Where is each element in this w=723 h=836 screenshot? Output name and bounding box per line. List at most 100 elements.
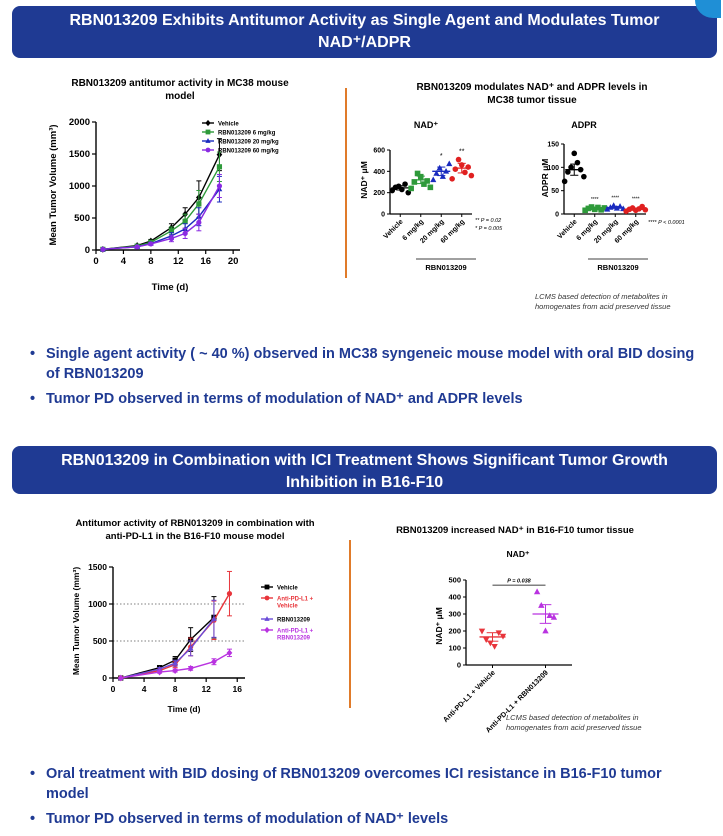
y-tick-label: 100 [547,165,559,172]
data-point [436,164,443,171]
data-point [226,649,233,657]
legend-label: Vehicle [218,122,239,128]
data-point [424,178,430,184]
data-point [588,204,595,210]
data-point [468,172,475,179]
legend-label: Vehicle [277,586,298,592]
section-2-method-note: LCMS based detection of metabolites in h… [506,713,642,733]
data-point [495,630,502,637]
y-tick-label: 200 [448,627,461,636]
legend-label: RBN013209 20 mg/kg [218,140,279,146]
chart-title-line-2: anti-PD-L1 in the B16-F10 mouse model [106,531,285,542]
bullet-text: Single agent activity ( ~ 40 %) observed… [46,346,695,382]
x-tick-label: 16 [233,684,243,694]
data-point [211,658,217,666]
data-point [601,205,608,211]
section-1-banner: RBN013209 Exhibits Antitumor Activity as… [12,0,721,58]
nad-pvalue-2: * P = 0.005 [475,226,503,232]
adpr-panel-title: ADPR [571,120,597,130]
data-point [642,207,649,213]
chart-title-line-2: model [165,91,195,102]
y-tick-label: 200 [373,190,385,197]
legend-label: RBN013209 60 mg/kg [218,149,279,155]
significance-label: **** [632,197,640,203]
data-point [546,612,553,619]
data-point [134,244,140,250]
data-point [148,241,154,247]
data-point [182,218,188,224]
data-point [542,627,549,634]
section-2-banner: RBN013209 in Combination with ICI Treatm… [12,446,717,494]
y-tick-label: 1000 [69,181,90,192]
data-point [571,150,578,157]
data-point [100,246,106,252]
legend-label: RBN013209 [277,618,311,624]
x-tick-label: 8 [173,684,178,694]
data-point [168,228,175,234]
x-tick-label: 4 [121,256,127,267]
data-point [433,170,440,176]
y-tick-label: 500 [74,213,90,224]
data-point [427,184,434,191]
nad-pvalue-1: ** P = 0.02 [475,218,501,224]
series-line [120,618,215,679]
adpr-group-label: RBN013209 [597,263,638,272]
data-point [421,181,427,187]
y-tick-label: 0 [85,245,90,256]
data-point [196,219,202,226]
y-tick-label: 150 [547,142,559,149]
data-point [196,201,202,207]
x-tick-label: 8 [148,256,153,267]
x-tick-label: 20 [228,256,239,267]
data-point [449,176,455,182]
adpr-y-axis-label: ADPR μM [540,159,550,198]
data-point [487,640,494,647]
x-tick-label: 16 [200,256,211,267]
data-point [483,637,490,643]
x-tick-label: 12 [201,684,211,694]
data-point [581,173,587,180]
y-axis-label: Mean Tumor Volume (mm³) [71,567,81,675]
pvalue-label: P = 0.038 [507,579,531,585]
data-point [430,176,437,183]
data-point [156,666,163,672]
bullet-dot-icon: • [30,391,36,407]
section-2-divider [349,540,351,708]
y-tick-label: 300 [448,610,461,619]
data-point [568,164,574,171]
section-1-bullets: • Single agent activity ( ~ 40 %) observe… [30,344,700,414]
x-tick-label: 0 [111,684,116,694]
legend-marker [205,129,211,135]
category-label: Anti-PD-L1 + Vehicle [441,668,497,724]
corner-logo-icon [695,0,721,18]
data-point [187,665,194,672]
legend-marker [264,616,270,621]
data-point [604,205,611,212]
bullet-item: • Tumor PD observed in terms of modulatio… [30,809,670,829]
bullet-dot-icon: • [30,346,36,362]
series-line [120,652,230,679]
significance-label: ** [459,149,465,156]
note-line-1: LCMS based detection of metabolites in [506,713,639,722]
data-point [478,628,486,635]
data-point [182,230,188,236]
y-tick-label: 500 [93,636,107,646]
y-axis-label: NAD⁺ μM [434,607,444,645]
section-1-title-line-1: RBN013209 Exhibits Antitumor Activity as… [69,12,660,29]
legend-marker [205,119,211,127]
chart-title-line-2: MC38 tumor tissue [487,95,577,106]
nad-panel-title: NAD⁺ [414,120,438,130]
bullet-dot-icon: • [30,766,36,782]
data-point [550,613,558,620]
chart-title-line-1: Antitumor activity of RBN013209 in combi… [75,518,314,529]
series-line [102,166,221,251]
data-point [405,189,412,196]
data-point [574,159,581,166]
data-point [582,207,588,214]
chart-title: RBN013209 increased NAD⁺ in B16-F10 tumo… [396,525,634,536]
legend-label: Vehicle [277,604,298,610]
y-tick-label: 1000 [88,599,107,609]
bullet-item: • Single agent activity ( ~ 40 %) observe… [30,344,700,384]
